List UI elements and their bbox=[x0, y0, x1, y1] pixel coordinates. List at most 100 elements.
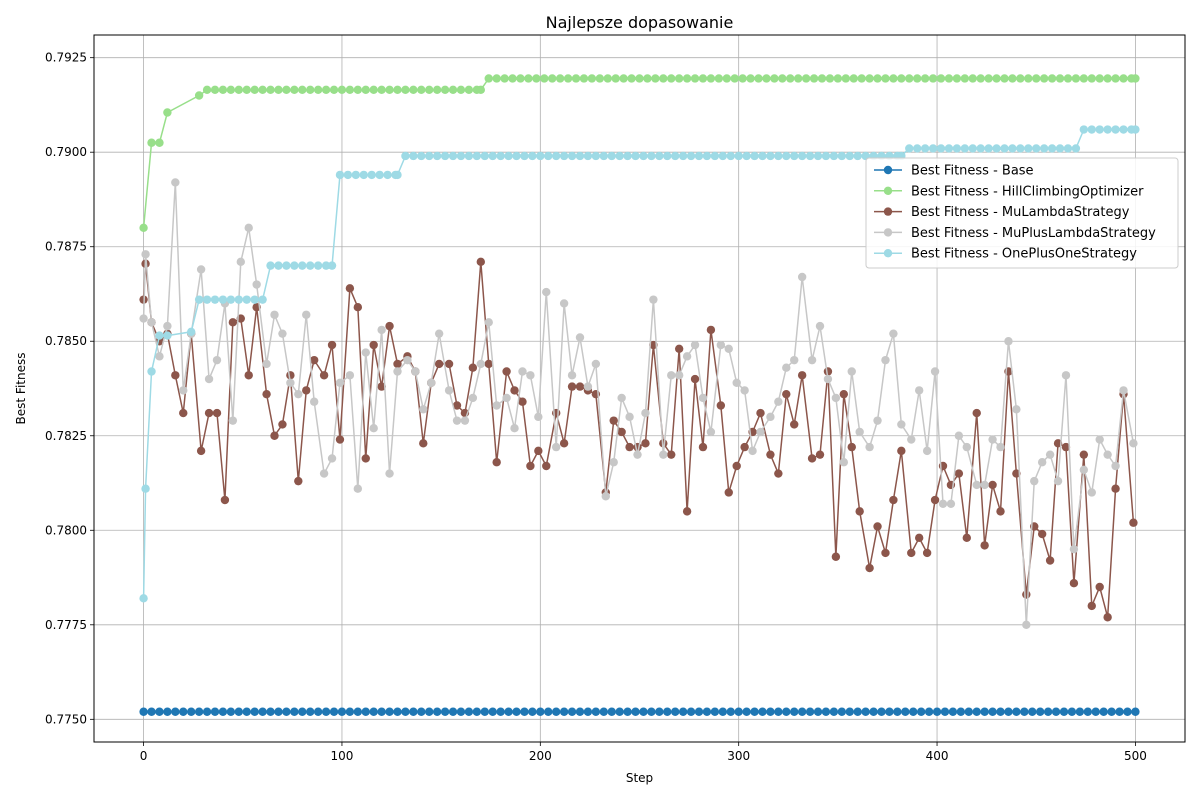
data-point bbox=[202, 295, 212, 304]
data-point bbox=[710, 707, 720, 716]
x-axis-label: Step bbox=[626, 771, 653, 785]
data-point bbox=[353, 707, 363, 716]
data-point bbox=[724, 488, 733, 497]
data-point bbox=[996, 507, 1005, 516]
data-point bbox=[1111, 74, 1120, 83]
data-point bbox=[813, 707, 823, 716]
data-point bbox=[920, 144, 930, 153]
data-point bbox=[972, 707, 981, 716]
data-point bbox=[1095, 125, 1104, 134]
data-point bbox=[377, 325, 386, 335]
data-point bbox=[440, 151, 450, 161]
data-point bbox=[492, 401, 501, 410]
data-point bbox=[472, 707, 482, 716]
y-axis-label: Best Fitness bbox=[14, 353, 28, 425]
data-point bbox=[1055, 144, 1065, 153]
data-point bbox=[187, 707, 196, 716]
data-point bbox=[625, 412, 634, 422]
data-point bbox=[726, 151, 735, 161]
data-point bbox=[583, 382, 593, 391]
data-point bbox=[520, 707, 529, 716]
data-point bbox=[141, 250, 150, 259]
data-point bbox=[361, 348, 370, 357]
data-point bbox=[782, 363, 791, 372]
data-point bbox=[1079, 125, 1089, 134]
data-point bbox=[434, 329, 444, 338]
data-point bbox=[1051, 707, 1061, 716]
data-point bbox=[821, 151, 831, 161]
x-tick-label: 0 bbox=[140, 749, 148, 763]
data-point bbox=[698, 393, 708, 403]
data-point bbox=[282, 261, 291, 270]
data-point bbox=[1103, 450, 1112, 459]
data-point bbox=[984, 74, 993, 83]
data-point bbox=[212, 408, 222, 418]
data-point bbox=[952, 144, 962, 153]
data-point bbox=[962, 442, 971, 452]
data-point bbox=[510, 424, 519, 433]
data-point bbox=[980, 541, 989, 550]
data-point bbox=[674, 74, 684, 83]
data-point bbox=[575, 151, 585, 161]
data-point bbox=[302, 310, 311, 319]
data-point bbox=[252, 280, 261, 289]
data-point bbox=[242, 295, 251, 304]
data-point bbox=[518, 367, 527, 376]
data-point bbox=[1053, 476, 1063, 486]
data-point bbox=[996, 707, 1005, 716]
data-point bbox=[502, 393, 511, 403]
data-point bbox=[141, 484, 150, 493]
data-point bbox=[559, 299, 569, 308]
data-point bbox=[746, 74, 755, 83]
data-point bbox=[385, 321, 394, 331]
data-point bbox=[853, 707, 862, 716]
data-point bbox=[226, 707, 236, 716]
data-point bbox=[319, 469, 329, 478]
data-point bbox=[526, 371, 535, 380]
data-point bbox=[914, 386, 924, 395]
data-point bbox=[591, 707, 601, 716]
data-point bbox=[976, 74, 985, 83]
data-point bbox=[909, 707, 918, 716]
data-point bbox=[313, 261, 323, 270]
data-point bbox=[448, 85, 458, 95]
data-point bbox=[928, 144, 938, 153]
data-point bbox=[603, 74, 612, 83]
data-point bbox=[194, 91, 204, 100]
series-layer bbox=[139, 74, 1140, 716]
data-point bbox=[762, 74, 771, 83]
data-point bbox=[147, 707, 156, 716]
data-point bbox=[179, 707, 188, 716]
legend-label: Best Fitness - Base bbox=[911, 164, 1034, 179]
data-point bbox=[960, 74, 970, 83]
data-point bbox=[306, 261, 315, 270]
x-tick-label: 100 bbox=[331, 749, 354, 763]
data-point bbox=[1008, 144, 1017, 153]
data-point bbox=[171, 707, 180, 716]
data-point bbox=[1123, 707, 1132, 716]
data-point bbox=[1037, 458, 1047, 467]
data-point bbox=[210, 707, 220, 716]
data-point bbox=[617, 427, 626, 437]
data-point bbox=[496, 151, 505, 161]
series-2 bbox=[139, 257, 1138, 622]
data-point bbox=[659, 74, 668, 83]
data-point bbox=[674, 371, 684, 380]
data-point bbox=[583, 151, 593, 161]
legend-marker bbox=[883, 165, 893, 175]
data-point bbox=[599, 707, 608, 716]
legend-label: Best Fitness - MuPlusLambdaStrategy bbox=[911, 226, 1156, 241]
data-point bbox=[992, 74, 1001, 83]
data-point bbox=[996, 442, 1005, 452]
data-point bbox=[359, 170, 368, 180]
data-point bbox=[1039, 144, 1049, 153]
data-point bbox=[611, 74, 620, 83]
data-point bbox=[210, 85, 220, 95]
data-point bbox=[1004, 337, 1013, 346]
data-point bbox=[1069, 544, 1079, 554]
data-point bbox=[540, 74, 549, 83]
data-point bbox=[278, 420, 287, 429]
data-point bbox=[480, 707, 489, 716]
data-point bbox=[813, 151, 823, 161]
